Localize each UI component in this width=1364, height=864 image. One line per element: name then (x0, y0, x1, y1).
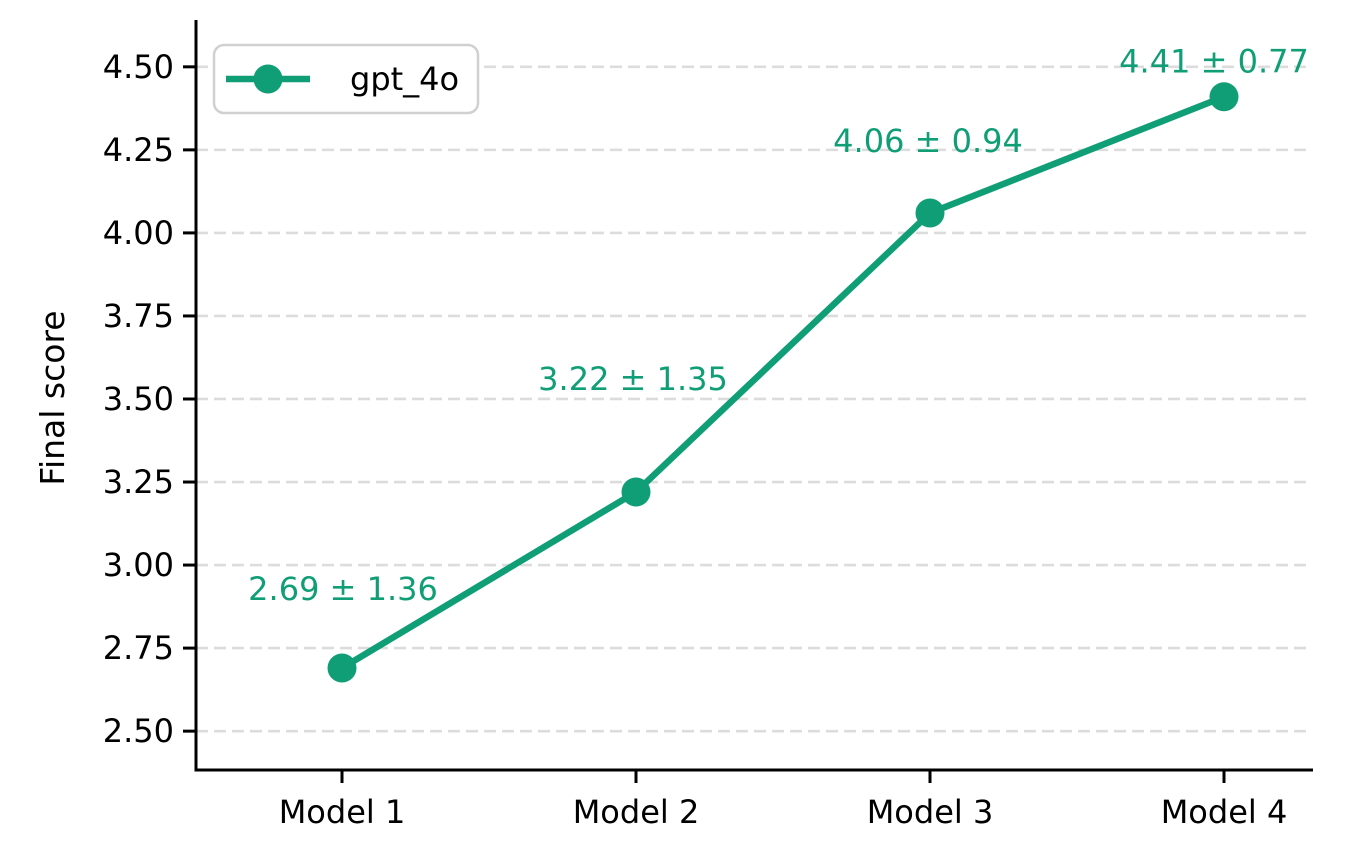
point-annotation: 4.41 ± 0.77 (1119, 43, 1309, 81)
gridlines (196, 65, 1310, 733)
data-point-marker (1209, 82, 1239, 112)
y-tick-label: 4.50 (103, 48, 174, 86)
point-annotation: 4.06 ± 0.94 (833, 122, 1023, 160)
y-tick-label: 2.50 (103, 712, 174, 750)
data-point-marker (915, 198, 945, 228)
x-tick-label: Model 4 (1161, 793, 1288, 831)
point-annotation: 3.22 ± 1.35 (538, 360, 728, 398)
legend-marker-icon (253, 64, 283, 94)
series-line (338, 93, 1228, 672)
legend-label: gpt_4o (350, 60, 459, 98)
y-tick-label: 4.00 (103, 214, 174, 252)
y-tick-label: 3.50 (103, 380, 174, 418)
y-tick-label: 3.00 (103, 546, 174, 584)
point-annotation: 2.69 ± 1.36 (248, 570, 438, 608)
x-tick-label: Model 2 (573, 793, 700, 831)
axes: 2.50 2.75 3.00 3.25 3.50 3.75 4.00 4.25 4.50 Mode… (33, 20, 1313, 831)
data-point-marker (327, 653, 357, 683)
x-tick-label: Model 3 (867, 793, 994, 831)
y-tick-label: 3.25 (103, 463, 174, 501)
x-tick-label: Model 1 (279, 793, 406, 831)
y-tick-label: 2.75 (103, 629, 174, 667)
series-gpt_4o (327, 82, 1239, 683)
data-point-marker (621, 477, 651, 507)
y-tick-label: 3.75 (103, 297, 174, 335)
legend: gpt_4o (212, 43, 480, 115)
point-annotations: 2.69 ± 1.36 3.22 ± 1.35 4.06 ± 0.94 4.41 ± … (248, 43, 1309, 608)
y-tick-label: 4.25 (103, 131, 174, 169)
y-axis-label: Final score (33, 310, 72, 485)
legend-box (212, 43, 480, 115)
